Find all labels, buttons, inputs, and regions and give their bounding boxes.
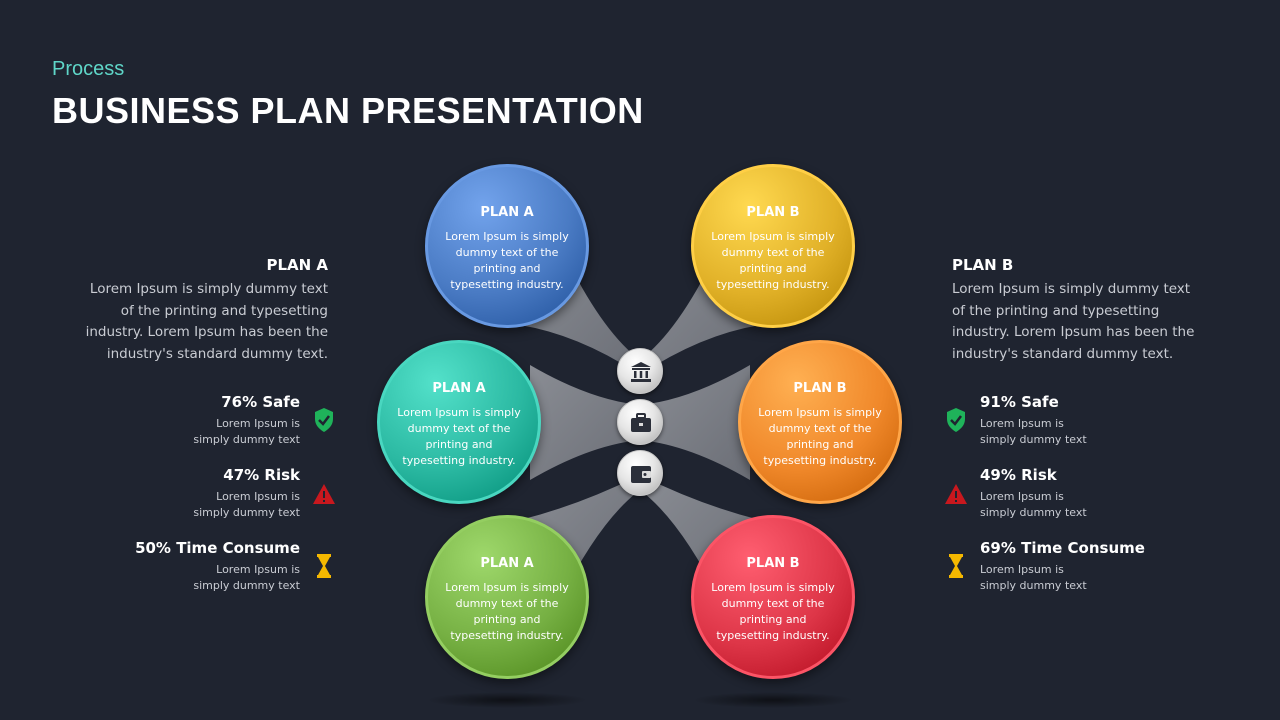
plan-circle-green: PLAN A Lorem Ipsum is simply dummy text … — [425, 515, 589, 679]
left-stat-risk-text: Lorem Ipsum is simply dummy text — [193, 490, 300, 519]
warning-icon — [945, 484, 967, 504]
right-stat-safe-text: Lorem Ipsum is simply dummy text — [980, 417, 1087, 446]
left-stat-time-text: Lorem Ipsum is simply dummy text — [193, 563, 300, 592]
right-stat-time-text: Lorem Ipsum is simply dummy text — [980, 563, 1087, 592]
floor-shadow-left — [427, 692, 587, 708]
left-stat-safe-label: 76% Safe — [221, 393, 300, 411]
slide-title: BUSINESS PLAN PRESENTATION — [52, 90, 644, 131]
floor-shadow-right — [693, 692, 853, 708]
connector-mid-left — [530, 365, 640, 480]
circle-title: PLAN A — [432, 381, 486, 396]
briefcase-icon — [631, 413, 651, 432]
right-plan-title: PLAN B — [952, 256, 1014, 274]
circle-title: PLAN A — [480, 556, 534, 571]
slide-subtitle: Process — [52, 58, 125, 80]
hourglass-icon — [317, 554, 331, 578]
left-stat-risk-label: 47% Risk — [223, 466, 300, 484]
left-stat-time-label: 50% Time Consume — [135, 539, 300, 557]
circle-title: PLAN B — [746, 556, 800, 571]
shield-check-icon — [947, 408, 965, 432]
plan-circle-teal: PLAN A Lorem Ipsum is simply dummy text … — [377, 340, 541, 504]
right-stat-safe-label: 91% Safe — [980, 393, 1059, 411]
plan-circle-yellow: PLAN B Lorem Ipsum is simply dummy text … — [691, 164, 855, 328]
left-stat-safe-text: Lorem Ipsum is simply dummy text — [193, 417, 300, 446]
right-stat-risk-label: 49% Risk — [980, 466, 1057, 484]
right-stat-time-label: 69% Time Consume — [980, 539, 1145, 557]
circle-title: PLAN A — [480, 205, 534, 220]
plan-circle-red: PLAN B Lorem Ipsum is simply dummy text … — [691, 515, 855, 679]
hourglass-icon — [949, 554, 963, 578]
hub-bank — [617, 348, 663, 394]
circle-text: Lorem Ipsum is simply dummy text of the … — [711, 230, 835, 291]
left-plan-text: Lorem Ipsum is simply dummy text of the … — [85, 281, 328, 362]
circle-text: Lorem Ipsum is simply dummy text of the … — [445, 230, 569, 291]
hub-wallet — [617, 450, 663, 496]
plan-circle-orange: PLAN B Lorem Ipsum is simply dummy text … — [738, 340, 902, 504]
wallet-icon — [631, 466, 651, 483]
circle-text: Lorem Ipsum is simply dummy text of the … — [445, 581, 569, 642]
circle-text: Lorem Ipsum is simply dummy text of the … — [711, 581, 835, 642]
warning-icon — [313, 484, 335, 504]
right-stat-risk-text: Lorem Ipsum is simply dummy text — [980, 490, 1087, 519]
plan-circle-blue: PLAN A Lorem Ipsum is simply dummy text … — [425, 164, 589, 328]
connector-mid-right — [640, 365, 750, 480]
hub-briefcase — [617, 399, 663, 445]
bank-icon — [631, 362, 651, 382]
shield-check-icon — [315, 408, 333, 432]
circle-title: PLAN B — [746, 205, 800, 220]
circle-text: Lorem Ipsum is simply dummy text of the … — [758, 406, 882, 467]
circle-title: PLAN B — [793, 381, 847, 396]
left-plan-title: PLAN A — [266, 256, 328, 274]
circle-text: Lorem Ipsum is simply dummy text of the … — [397, 406, 521, 467]
right-plan-text: Lorem Ipsum is simply dummy text of the … — [952, 281, 1195, 362]
